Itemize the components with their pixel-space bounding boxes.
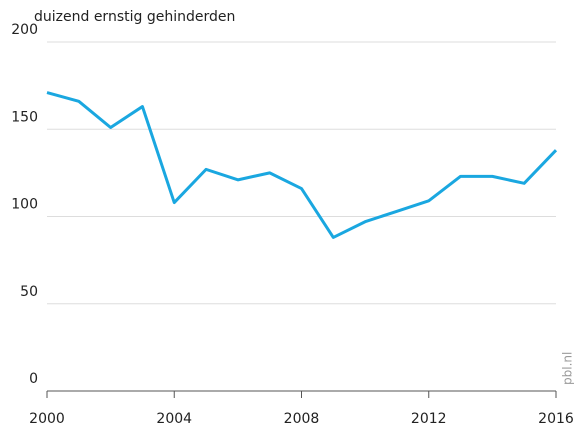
x-tick-label: 2000	[29, 411, 65, 427]
line	[46, 91, 558, 239]
x-tick-label: 2008	[284, 411, 320, 427]
y-tick-label: 200	[11, 22, 38, 38]
y-tick-label: 0	[29, 371, 38, 387]
source: pbl.nl	[561, 352, 574, 385]
x-tick-label: 2004	[156, 411, 192, 427]
x-tick-label: 2012	[411, 411, 447, 427]
y-tick-label: 50	[20, 284, 38, 300]
y-axis-label: duizend ernstig gehinderden	[34, 9, 235, 25]
x-tick-label: 2016	[538, 411, 574, 427]
y-tick-label: 150	[11, 109, 38, 125]
y-tick-label: 100	[11, 197, 38, 213]
